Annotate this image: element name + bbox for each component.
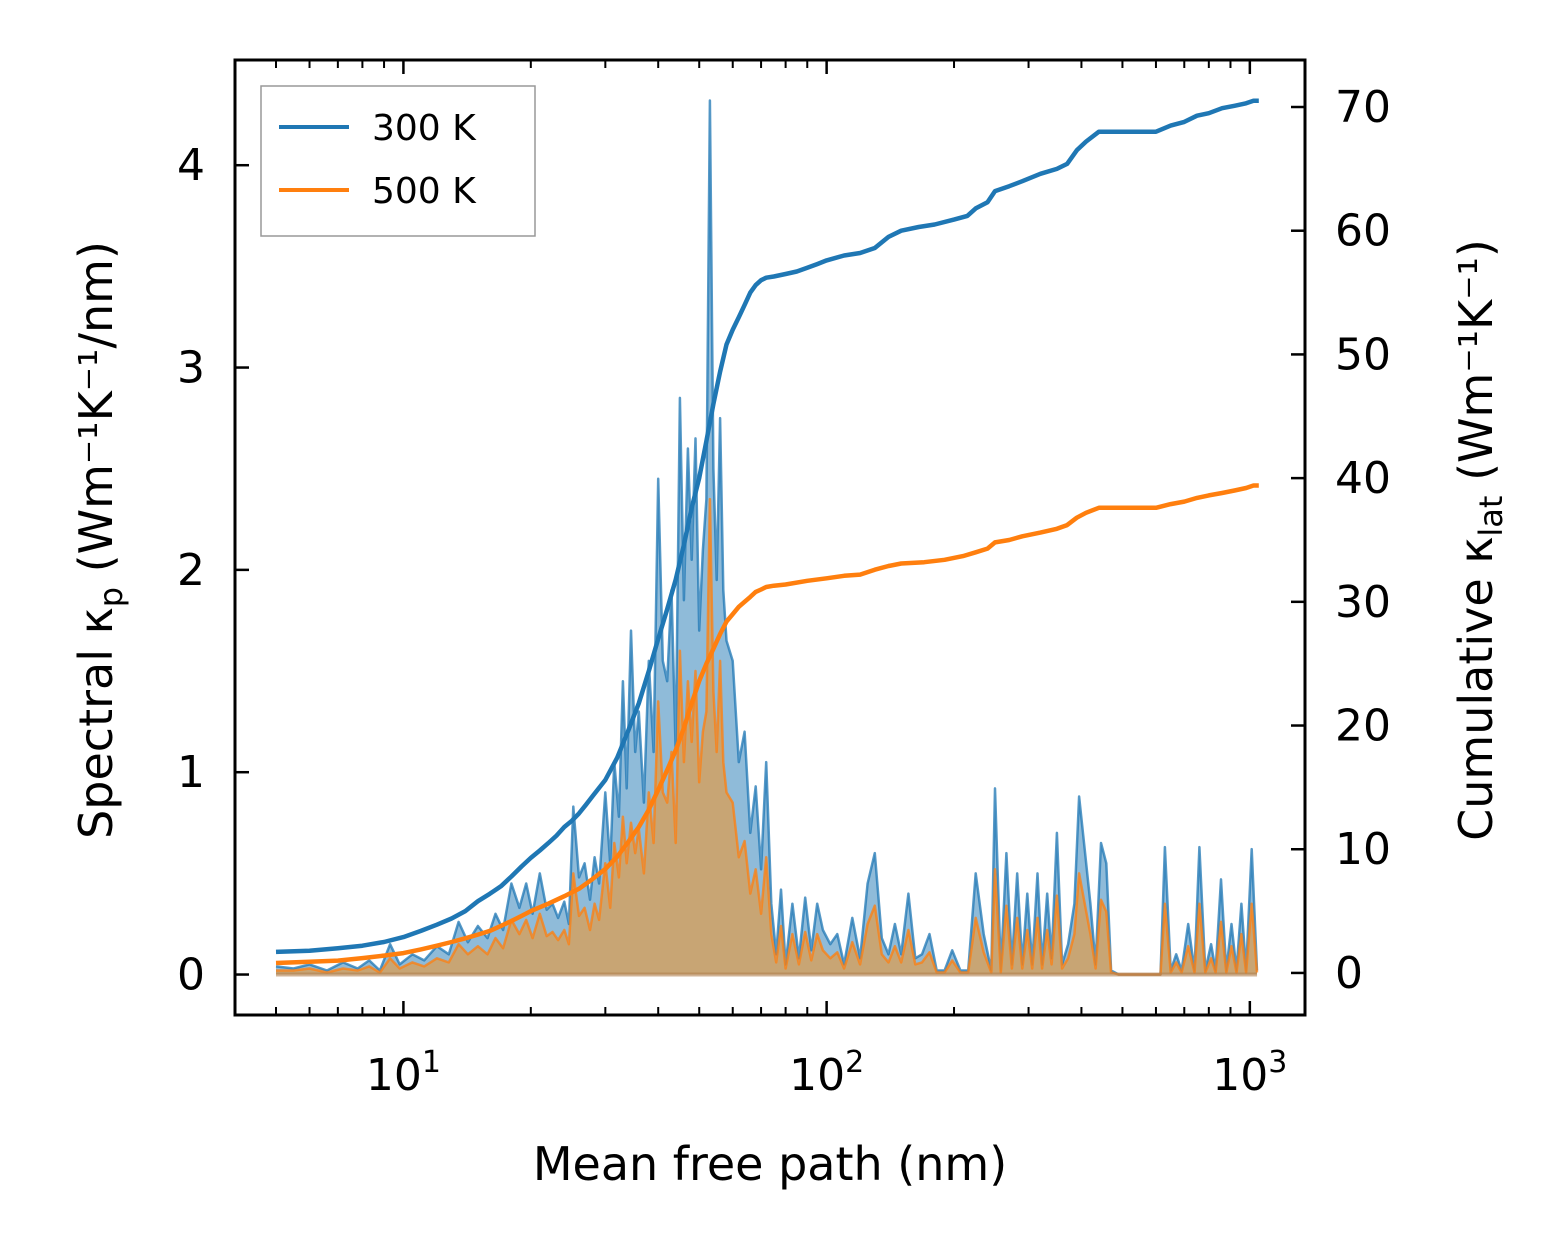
legend: 300 K 500 K (260, 85, 536, 237)
y-left-tick-label: 4 (177, 140, 205, 191)
y-right-label-unit: (Wm⁻¹K⁻¹) (1449, 239, 1503, 495)
x-tick-exponent: 1 (422, 1045, 441, 1080)
y-left-tick-label: 0 (177, 950, 205, 1001)
y-right-tick-label: 10 (1335, 824, 1391, 875)
y-right-tick-label: 0 (1335, 948, 1363, 999)
y-right-tick-label: 20 (1335, 701, 1391, 752)
x-tick-label: 103 (1212, 1045, 1287, 1101)
y-left-label-unit: (Wm⁻¹K⁻¹/nm) (69, 241, 123, 587)
legend-label-300k: 300 K (372, 108, 477, 149)
y-left-label-sub: p (92, 587, 130, 607)
spectral-area-500k (276, 499, 1257, 975)
cumulative-line-300k (275, 98, 1259, 955)
y-right-label-main: Cumulative κ (1449, 537, 1503, 841)
plot-area (275, 98, 1259, 977)
y-left-tick-label: 1 (177, 747, 205, 798)
y-left-label-main: Spectral κ (69, 607, 123, 839)
y-right-tick-label: 30 (1335, 577, 1391, 628)
legend-label-500k: 500 K (372, 171, 477, 212)
y-right-tick-label: 60 (1335, 206, 1391, 257)
y-right-tick-label: 50 (1335, 329, 1391, 380)
spectral-line-300k (275, 99, 1259, 976)
y-right-tick-label: 40 (1335, 453, 1391, 504)
spectral-line-500k (276, 497, 1259, 976)
legend-frame (260, 85, 536, 237)
x-tick-base: 10 (1212, 1050, 1268, 1101)
x-tick-exponent: 2 (845, 1045, 864, 1080)
y-left-tick-label: 3 (177, 343, 205, 394)
x-tick-label: 101 (366, 1045, 441, 1101)
y-axis-label-left: Spectral κp (Wm⁻¹K⁻¹/nm) (69, 241, 130, 839)
y-right-tick-label: 70 (1335, 82, 1391, 133)
x-axis-label: Mean free path (nm) (533, 1137, 1007, 1191)
cumulative-line-500k (275, 483, 1259, 966)
x-tick-base: 10 (789, 1050, 845, 1101)
x-tick-label: 102 (789, 1045, 864, 1101)
plot-frame (233, 58, 1307, 1017)
y-axis-label-right: Cumulative κlat (Wm⁻¹K⁻¹) (1449, 239, 1510, 841)
y-right-label-sub: lat (1472, 496, 1510, 537)
y-left-tick-label: 2 (177, 545, 205, 596)
x-tick-exponent: 3 (1268, 1045, 1287, 1080)
x-tick-base: 10 (366, 1050, 422, 1101)
